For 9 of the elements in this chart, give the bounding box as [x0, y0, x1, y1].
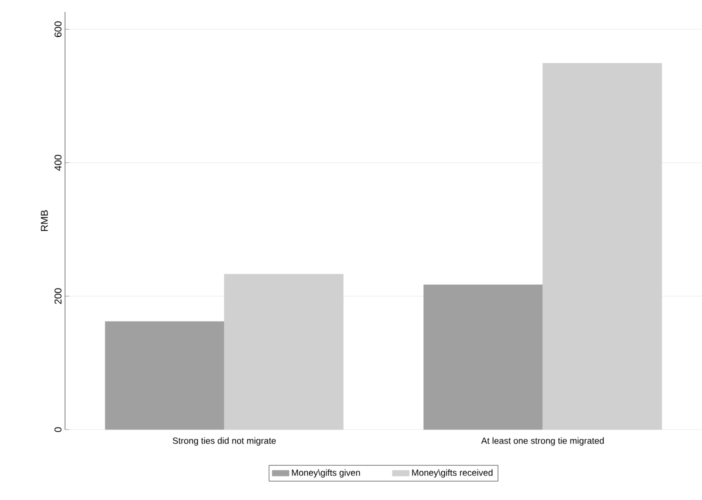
y-tick-label: 0 — [54, 427, 62, 432]
y-axis-title: RMB — [40, 210, 48, 231]
y-tick-label: 400 — [54, 154, 62, 171]
legend-label: Money\gifts received — [412, 469, 492, 478]
x-tick-label: At least one strong tie migrated — [481, 437, 604, 446]
x-tick-label: Strong ties did not migrate — [172, 437, 276, 446]
y-tick-label: 600 — [54, 21, 62, 37]
legend-label: Money\gifts given — [292, 469, 360, 478]
y-tick-label: 200 — [54, 288, 62, 304]
